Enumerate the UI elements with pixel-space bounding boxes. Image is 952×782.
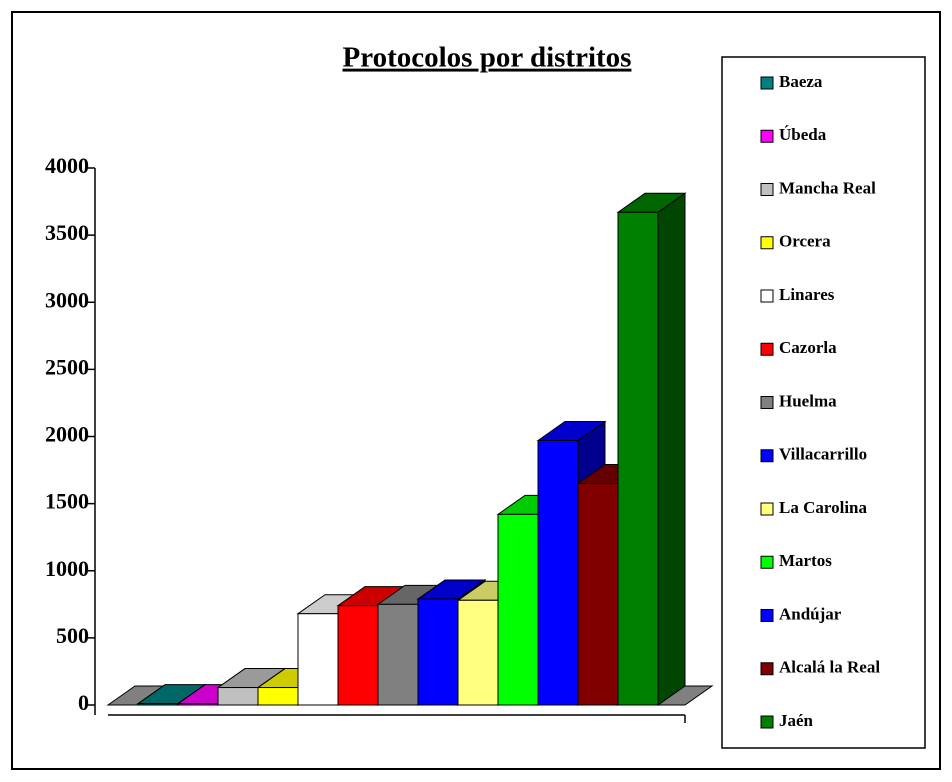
y-tick-label: 4000: [45, 153, 89, 178]
legend-label: Jaén: [779, 711, 814, 730]
bar: [497, 513, 539, 706]
y-tick-label: 500: [56, 623, 89, 648]
legend-label: Huelma: [779, 391, 837, 410]
bar: [577, 482, 619, 706]
legend-box: [721, 56, 926, 749]
legend-label: Andújar: [779, 604, 842, 623]
legend-swatch: [760, 609, 774, 622]
y-tick-label: 2000: [45, 422, 89, 447]
y-tick-label: 1000: [45, 556, 89, 581]
legend-label: La Carolina: [779, 498, 868, 517]
legend-swatch: [760, 449, 774, 463]
legend-label: Mancha Real: [779, 178, 876, 197]
legend-label: Martos: [779, 551, 832, 570]
bar: [337, 605, 379, 706]
legend-label: Úbeda: [779, 125, 827, 144]
legend-label: Orcera: [779, 232, 831, 251]
y-tick-label: 3000: [45, 287, 89, 312]
legend-label: Alcalá la Real: [779, 658, 880, 677]
legend-swatch: [760, 76, 774, 90]
y-tick-label: 3500: [45, 220, 89, 245]
bar: [457, 599, 499, 706]
bar: [617, 211, 659, 706]
legend-swatch: [760, 342, 774, 356]
legend-swatch: [760, 662, 774, 676]
bar: [217, 687, 259, 706]
legend-swatch: [760, 555, 774, 569]
chart-title: Protocolos por distritos: [343, 42, 632, 74]
bar: [297, 613, 339, 706]
legend-swatch: [760, 183, 774, 196]
bar-side: [657, 192, 686, 706]
legend-swatch: [760, 396, 774, 409]
legend-swatch: [760, 502, 774, 516]
legend-label: Villacarrillo: [779, 445, 867, 464]
y-tick-label: 0: [78, 690, 89, 715]
legend-label: Baeza: [779, 72, 823, 91]
bar: [537, 440, 579, 706]
legend-swatch: [760, 129, 774, 143]
bar: [177, 703, 219, 706]
legend-label: Cazorla: [779, 338, 837, 357]
y-tick-label: 1500: [45, 489, 89, 514]
legend-swatch: [760, 715, 774, 729]
legend-label: Linares: [779, 285, 835, 304]
bar: [377, 603, 419, 706]
legend-swatch: [760, 289, 774, 303]
bar: [417, 598, 459, 706]
y-tick-label: 2500: [45, 354, 89, 379]
bar: [137, 703, 179, 706]
bar: [257, 687, 299, 706]
legend-swatch: [760, 236, 774, 250]
